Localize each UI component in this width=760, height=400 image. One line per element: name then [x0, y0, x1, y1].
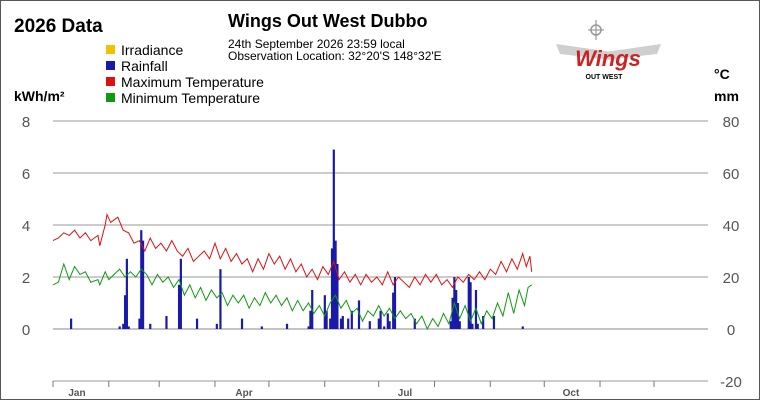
legend-swatch-rainfall [106, 61, 115, 70]
rainfall-bar [482, 316, 485, 329]
rainfall-bar [325, 310, 328, 329]
legend-label-max-temp: Maximum Temperature [121, 74, 264, 90]
legend: Irradiance Rainfall Maximum Temperature … [106, 42, 264, 106]
rainfall-bar [138, 318, 141, 329]
rainfall-bar [219, 269, 222, 329]
max-temp-line [52, 212, 533, 289]
x-tick-label: Jul [398, 388, 413, 399]
x-tick-label: Jan [68, 388, 85, 399]
rainfall-bar [350, 310, 353, 329]
rainfall-bar [307, 326, 310, 329]
left-tick-label: 6 [22, 166, 30, 183]
rainfall-bar [323, 295, 326, 329]
legend-swatch-irradiance [106, 45, 115, 54]
left-axis-unit: kWh/m² [14, 88, 65, 104]
rainfall-bar [260, 326, 263, 329]
rainfall-bar [393, 277, 397, 329]
x-axis-labels: Jan Apr Jul Oct [68, 388, 580, 399]
rainfall-bar [388, 321, 391, 329]
min-temp-line [52, 262, 532, 331]
left-tick-label: 2 [22, 270, 30, 287]
rainfall-bar [339, 318, 343, 329]
rainfall-bar [357, 300, 361, 329]
logo-left-wing [556, 44, 612, 60]
right-tick-label: 20 [723, 270, 740, 287]
rainfall-bar [334, 240, 337, 329]
rainfall-bar [125, 258, 128, 329]
chart-title: Wings Out West Dubbo [228, 11, 428, 31]
left-tick-label: 4 [22, 218, 30, 235]
legend-label-rainfall: Rainfall [121, 58, 168, 74]
rainfall-bar [476, 323, 479, 329]
rainfall-bar [449, 321, 452, 329]
logo-right-wing [605, 44, 661, 60]
rainfall-bar [377, 318, 380, 329]
right-tick-label: 80 [723, 114, 740, 131]
rainfall-bar [330, 248, 334, 329]
rainfall-bar [347, 318, 350, 329]
gridlines [53, 120, 708, 382]
rainfall-bar [456, 303, 460, 329]
rainfall-bar [386, 313, 389, 329]
rainfall-bar [341, 316, 344, 329]
month-ticks [52, 381, 655, 387]
rainfall-bar [521, 326, 524, 329]
rainfall-bar [392, 292, 395, 329]
rainfall-bar [118, 326, 121, 329]
rainfall-bar [467, 277, 470, 329]
rainfall-bar [195, 318, 199, 329]
rainfall-bar [177, 284, 181, 329]
rainfall-bar [149, 323, 152, 329]
rainfall-bar [368, 321, 371, 329]
legend-swatch-max-temp [106, 77, 115, 86]
logo-subword: OUT WEST [586, 74, 624, 81]
rainfall-bar [332, 149, 335, 329]
date-line: 24th September 2026 23:59 local [228, 37, 405, 51]
rainfall-bar [165, 316, 168, 329]
left-tick-label: 0 [22, 322, 30, 339]
logo-word: Wings [575, 46, 641, 71]
rainfall-bar [458, 321, 461, 329]
rainfall-bar [179, 258, 182, 329]
right-tick-label: 60 [723, 166, 740, 183]
right-axis-ticks: 80 60 40 20 0 -20 [720, 114, 742, 391]
rainfall-bar [471, 323, 474, 329]
rainfall-bar [69, 318, 73, 329]
location-line: Observation Location: 32°20'S 148°32'E [228, 49, 442, 63]
rainfall-bar [127, 326, 130, 329]
rainfall-bar [451, 297, 454, 329]
rainfall-bar [122, 323, 125, 329]
rainfall-bar [383, 326, 386, 329]
corner-title: 2026 Data [14, 16, 103, 37]
rainfall-bar [285, 323, 289, 329]
x-tick-label: Apr [235, 388, 252, 399]
rainfall-bar [379, 310, 382, 329]
rainfall-bars [69, 149, 524, 329]
legend-label-irradiance: Irradiance [121, 42, 183, 58]
legend-label-min-temp: Minimum Temperature [121, 90, 260, 106]
rainfall-bar [140, 230, 143, 329]
rainfall-bar [336, 264, 339, 329]
right-tick-label: 40 [723, 218, 740, 235]
rainfall-bar [141, 240, 145, 329]
right-tick-label: 0 [727, 322, 735, 339]
rainfall-bar [240, 318, 244, 329]
rainfall-bar [329, 318, 332, 329]
right-tick-label: -20 [720, 374, 742, 391]
right-axis-unit-temp: °C [714, 66, 730, 82]
rainfall-bar [215, 323, 218, 329]
rainfall-bar [413, 318, 416, 329]
rainfall-bar [309, 310, 312, 329]
rainfall-bar [123, 295, 127, 329]
left-tick-label: 8 [22, 114, 30, 131]
rainfall-bar [492, 316, 496, 329]
left-axis-ticks: 8 6 4 2 0 [22, 114, 30, 339]
right-axis-unit-rain: mm [714, 88, 739, 104]
rainfall-bar [469, 282, 472, 329]
wings-logo: Wings OUT WEST [556, 20, 661, 81]
legend-swatch-min-temp [106, 93, 115, 102]
x-tick-label: Oct [563, 388, 580, 399]
